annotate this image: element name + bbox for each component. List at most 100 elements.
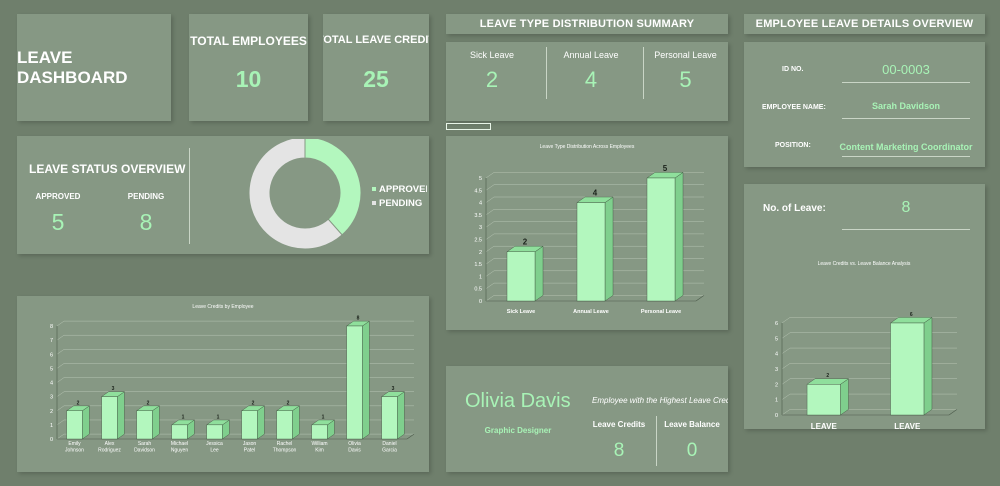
data-label-rachel-thompson: 2 <box>287 400 290 406</box>
category-label-michael-nguyen: Nguyen <box>171 448 188 454</box>
gridline-side <box>56 349 65 355</box>
y-tick-label: 0.5 <box>474 287 482 293</box>
credits-vs-balance-chart: Leave Credits vs. Leave Balance Analysis… <box>775 261 958 429</box>
gridline-side <box>485 184 495 191</box>
leave-type-distribution-card: Leave Type Distribution Across Employees… <box>446 136 728 330</box>
bar-side-olivia-davis <box>362 320 370 440</box>
divider <box>842 156 970 157</box>
category-label-olivia-davis: Davis <box>348 448 361 454</box>
category-label-alex-rodriguez: Rodriguez <box>98 448 121 454</box>
y-tick-label: 5 <box>479 176 482 182</box>
y-tick-label: 4 <box>479 201 482 207</box>
total-employees-value: 10 <box>235 66 262 92</box>
y-tick-label: 1 <box>50 423 53 429</box>
bar-jason-patel <box>241 410 258 440</box>
category-label-leave-balance: LEAVE <box>894 422 921 429</box>
total-leave-credit-value: 25 <box>363 66 389 92</box>
data-label-alex-rodriguez: 3 <box>112 386 115 392</box>
data-label-olivia-davis: 8 <box>357 316 360 322</box>
category-label-jessica-lee: Jessica <box>206 441 223 447</box>
y-tick-label: 0 <box>775 413 778 419</box>
divider <box>842 118 970 119</box>
data-label-emily-johnson: 2 <box>77 400 80 406</box>
position-value: Content Marketing Coordinator <box>839 142 973 152</box>
gridline-side <box>781 363 791 370</box>
category-label-personal-leave: Personal Leave <box>641 309 681 315</box>
gridline-side <box>56 320 65 327</box>
y-tick-label: 0 <box>479 299 482 305</box>
top-employee-caption: Employee with the Highest Leave Credit <box>592 396 728 405</box>
gridline-side <box>485 196 495 203</box>
top-leave-credits-label: Leave Credits <box>592 420 646 429</box>
x-axis-depth <box>406 433 415 440</box>
y-tick-label: 3.5 <box>474 213 482 219</box>
bar-leave-credited <box>806 384 841 416</box>
y-tick-label: 6 <box>775 321 778 327</box>
annual-leave-label: Annual Leave <box>563 50 619 60</box>
gridline-side <box>485 221 495 228</box>
gridline-side <box>56 405 65 411</box>
bar-william-kim <box>311 424 328 440</box>
bar-annual-leave <box>576 202 606 302</box>
legend-label-approved: APPROVED <box>379 184 427 195</box>
divider <box>656 416 657 466</box>
category-label-rachel-thompson: Thompson <box>273 448 297 454</box>
gridline-side <box>485 258 495 265</box>
y-tick-label: 2 <box>775 382 778 388</box>
bar-alex-rodriguez <box>101 396 118 440</box>
bar-side-leave-balance <box>923 317 933 416</box>
approved-value: 5 <box>51 209 65 235</box>
leave-type-summary-card: Sick Leave 2 Annual Leave 4 Personal Lea… <box>446 42 728 121</box>
bar-side-emily-johnson <box>82 405 90 440</box>
status-overview-title: LEAVE STATUS OVERVIEW <box>29 162 186 176</box>
category-label-sick-leave: Sick Leave <box>507 309 535 315</box>
y-tick-label: 2 <box>479 250 482 256</box>
donut-slice-approved <box>304 139 362 236</box>
divider <box>643 47 644 99</box>
y-tick-label: 7 <box>50 338 53 344</box>
legend-marker-approved <box>372 187 376 191</box>
pending-label: PENDING <box>127 192 165 201</box>
category-label-michael-nguyen: Michael <box>171 441 188 447</box>
name-label: EMPLOYEE NAME: <box>762 104 826 111</box>
gridline-side <box>781 378 791 385</box>
legend-marker-pending <box>372 201 376 205</box>
bar-michael-nguyen <box>171 424 188 440</box>
chart-title: Leave Credits by Employee <box>192 304 253 310</box>
bar-side-jason-patel <box>257 405 265 440</box>
y-tick-label: 4.5 <box>474 188 482 194</box>
position-label: POSITION: <box>775 142 811 149</box>
bar-side-annual-leave <box>604 196 614 302</box>
annual-leave-value: 4 <box>584 67 598 92</box>
y-tick-label: 4 <box>50 381 53 387</box>
y-tick-label: 5 <box>775 336 778 342</box>
total-leave-credit-card: TOTAL LEAVE CREDIT 25 <box>323 14 429 121</box>
bar-side-daniel-garcia <box>397 391 405 440</box>
gridline-side <box>485 172 495 179</box>
x-axis-depth <box>948 409 958 416</box>
gridline-side <box>485 209 495 216</box>
gridline-side <box>781 409 791 416</box>
gridline-side <box>485 245 495 253</box>
status-donut-chart: APPROVED PENDING <box>248 139 427 250</box>
data-label-jason-patel: 2 <box>252 400 255 406</box>
leave-count-card: No. of Leave: 8 Leave Credits vs. Leave … <box>744 184 985 429</box>
gridline-side <box>56 377 65 383</box>
gridline-side <box>485 282 495 289</box>
data-label-sick-leave: 2 <box>523 238 528 247</box>
y-tick-label: 5 <box>50 366 53 372</box>
category-label-sarah-davidson: Sarah <box>138 441 152 447</box>
gridline-side <box>781 347 791 354</box>
y-tick-label: 3 <box>479 225 482 231</box>
category-label-emily-johnson: Emily <box>68 441 81 447</box>
category-label-emily-johnson: Johnson <box>65 448 84 454</box>
y-tick-label: 8 <box>50 324 53 330</box>
leave-count-value: 8 <box>901 199 911 216</box>
y-tick-label: 1.5 <box>474 262 482 268</box>
top-employee-role: Graphic Designer <box>484 426 552 435</box>
dashboard-title-card: LEAVE DASHBOARD <box>17 14 171 121</box>
category-label-jessica-lee: Lee <box>210 448 219 454</box>
x-axis-depth <box>695 295 705 302</box>
category-label-alex-rodriguez: Alex <box>105 441 115 447</box>
personal-leave-value: 5 <box>679 67 692 92</box>
